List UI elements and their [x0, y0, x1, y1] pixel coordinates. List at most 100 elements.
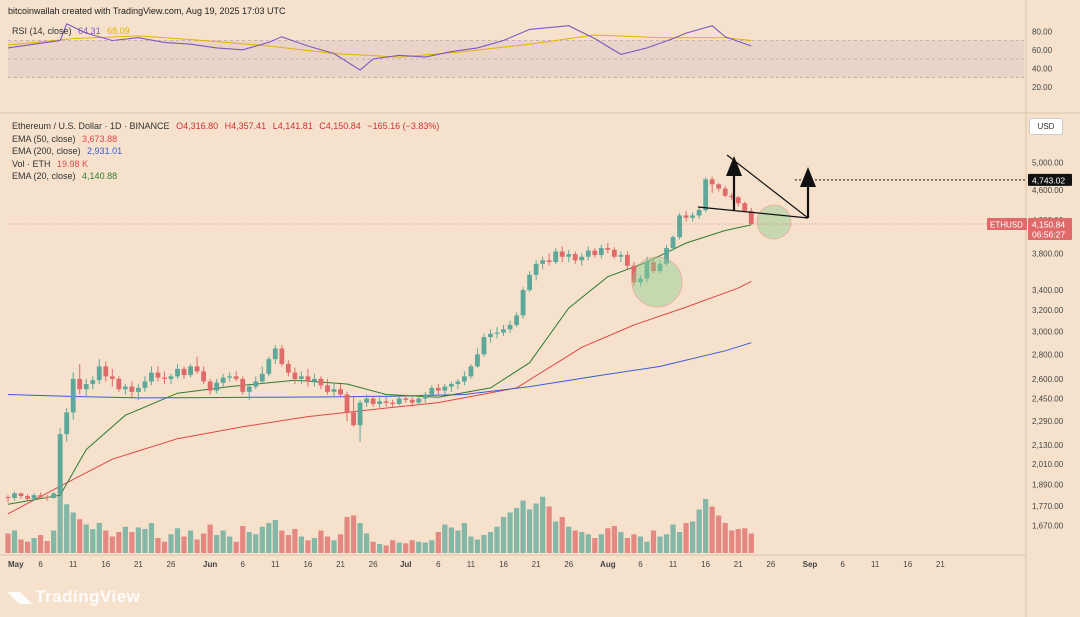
- ema200-label: EMA (200, close): [12, 146, 81, 156]
- rsi-ma-value: 68.09: [107, 26, 130, 36]
- candle-body: [657, 263, 663, 272]
- price-tick-label: 2,130.00: [1032, 441, 1064, 450]
- volume-bar: [500, 517, 507, 553]
- time-axis[interactable]: May 6 11 16 21 26 Jun 6 11 16 21 26 Jul 6 11 16 21 26 Aug 6…: [8, 560, 945, 569]
- volume-bar: [722, 523, 728, 553]
- volume-bar: [696, 509, 702, 553]
- rsi-tick-label: 40.00: [1032, 64, 1053, 73]
- rsi-pane: [7, 23, 1024, 78]
- price-axis[interactable]: 80.0060.0040.0020.005,000.004,600.004,20…: [987, 27, 1072, 530]
- volume-bar: [748, 533, 754, 553]
- volume-bar: [364, 533, 370, 553]
- volume-bar: [272, 520, 278, 553]
- chart-attribution: bitcoinwallah created with TradingView.c…: [8, 6, 286, 16]
- price-tick-label: 3,000.00: [1032, 328, 1064, 337]
- ema20-legend[interactable]: EMA (20, close) 4,140.88: [12, 170, 439, 183]
- volume-bar: [285, 535, 291, 553]
- candle-body: [38, 495, 43, 497]
- candle-body: [546, 260, 552, 263]
- volume-bar: [513, 508, 520, 553]
- volume-bar: [155, 538, 161, 553]
- candle-body: [90, 380, 96, 385]
- price-tick-label: 2,290.00: [1032, 417, 1064, 426]
- candle-body: [318, 378, 324, 386]
- volume-bar: [683, 523, 689, 553]
- rsi-ma-line: [7, 34, 752, 58]
- volume-bar: [279, 530, 285, 553]
- candle-body: [96, 366, 102, 381]
- volume-bar: [292, 529, 298, 553]
- volume-bar: [559, 517, 565, 553]
- volume-bar: [657, 536, 663, 553]
- volume-value: 19.98 K: [57, 158, 89, 169]
- ema20-value: 4,140.88: [82, 171, 118, 181]
- high-value: H4,357.41: [224, 121, 267, 131]
- candle-body: [142, 381, 148, 388]
- candle-body: [227, 376, 233, 378]
- candle-body: [455, 381, 461, 385]
- time-tick-label: 6: [38, 560, 43, 569]
- candle-body: [188, 366, 193, 376]
- volume-bar: [116, 532, 122, 553]
- time-tick-label: 21: [134, 560, 143, 569]
- volume-bar: [611, 526, 617, 553]
- volume-bar: [716, 515, 722, 553]
- volume-bar: [546, 506, 552, 553]
- support-circle-august: [631, 256, 683, 308]
- candle-body: [129, 386, 135, 392]
- symbol-title[interactable]: Ethereum / U.S. Dollar · 1D · BINANCE: [12, 121, 170, 131]
- volume-bar: [142, 529, 148, 553]
- candle-body: [109, 376, 115, 379]
- candle-body: [429, 387, 435, 395]
- candle-body: [338, 389, 343, 395]
- candle-body: [403, 398, 409, 400]
- price-tick-label: 1,770.00: [1032, 502, 1064, 511]
- ema200-legend[interactable]: EMA (200, close) 2,931.01: [12, 145, 439, 158]
- candle-body: [64, 412, 70, 435]
- tradingview-logo-icon: ◥◣: [8, 589, 33, 606]
- candle-body: [103, 366, 109, 377]
- volume-bar: [103, 530, 109, 553]
- candle-body: [468, 366, 474, 377]
- volume-bar: [676, 532, 683, 553]
- open-value: O4,316.80: [176, 121, 219, 131]
- current-price-tag: [1028, 218, 1072, 241]
- candle-body: [233, 376, 239, 379]
- volume-bar: [337, 534, 344, 553]
- candle-body: [631, 265, 637, 283]
- candle-body: [240, 378, 246, 392]
- volume-bar: [161, 541, 168, 553]
- candle-body: [501, 329, 506, 333]
- volume-bar: [572, 530, 578, 553]
- candle-body: [488, 333, 493, 338]
- candle-body: [566, 254, 572, 257]
- candle-body: [181, 368, 187, 376]
- volume-bar: [18, 539, 24, 553]
- target-price-label: 4,743.02: [1032, 175, 1065, 185]
- time-tick-label: 26: [369, 560, 378, 569]
- rsi-tick-label: 80.00: [1032, 27, 1053, 36]
- candle-body: [709, 179, 715, 185]
- volume-bar: [507, 512, 513, 553]
- time-tick-label: 6: [840, 560, 845, 569]
- flagpole-arrow-head: [726, 156, 742, 176]
- volume-bar: [311, 538, 318, 553]
- currency-button[interactable]: USD: [1029, 118, 1063, 135]
- candle-body: [220, 377, 226, 383]
- tradingview-watermark: ◥◣ TradingView: [8, 587, 140, 607]
- rsi-value: 64.31: [78, 26, 101, 36]
- rsi-tick-label: 20.00: [1032, 83, 1053, 92]
- volume-bar: [70, 512, 76, 553]
- candle-body: [442, 386, 448, 391]
- volume-bar: [44, 541, 50, 553]
- candle-body: [592, 250, 598, 256]
- volume-bar: [644, 541, 650, 553]
- volume-bar: [468, 536, 474, 553]
- candle-body: [364, 398, 369, 403]
- ema50-legend[interactable]: EMA (50, close) 3,673.88: [12, 133, 439, 146]
- price-tick-label: 5,000.00: [1032, 158, 1064, 167]
- volume-legend[interactable]: Vol · ETH 19.98 K: [12, 158, 439, 171]
- volume-bar: [298, 536, 304, 553]
